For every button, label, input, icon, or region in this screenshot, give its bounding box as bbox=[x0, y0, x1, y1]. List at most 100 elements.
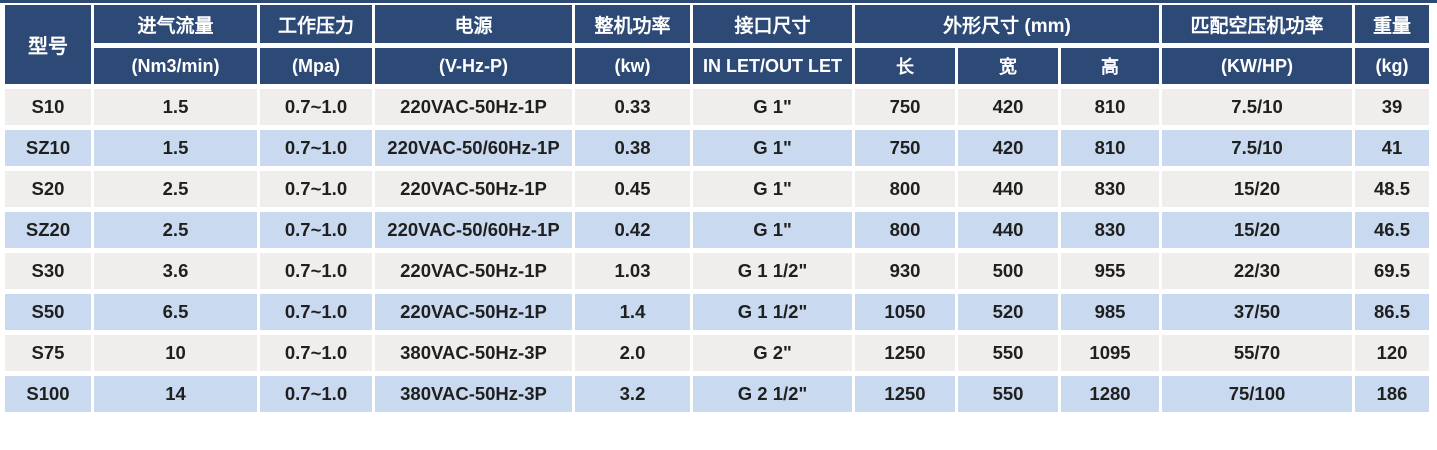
header-intake-flow-unit: (Nm3/min) bbox=[94, 48, 257, 84]
cell-working-pressure: 0.7~1.0 bbox=[260, 294, 372, 330]
cell-matching-compressor-power: 37/50 bbox=[1162, 294, 1353, 330]
cell-total-power: 0.42 bbox=[575, 212, 690, 248]
header-matching-power-unit: (KW/HP) bbox=[1162, 48, 1353, 84]
header-total-power-unit: (kw) bbox=[575, 48, 690, 84]
table-row: S20 2.5 0.7~1.0 220VAC-50Hz-1P 0.45 G 1" 800 44… bbox=[5, 171, 1430, 207]
header-row-titles: 型号 进气流量 工作压力 电源 整机功率 接口尺寸 外形尺寸 (mm) 匹配空压… bbox=[5, 5, 1430, 84]
cell-model: S20 bbox=[5, 171, 91, 207]
cell-power-supply: 220VAC-50Hz-1P bbox=[375, 294, 572, 330]
cell-height: 810 bbox=[1061, 89, 1160, 125]
cell-weight: 69.5 bbox=[1355, 253, 1430, 289]
cell-height: 1280 bbox=[1061, 376, 1160, 412]
cell-total-power: 3.2 bbox=[575, 376, 690, 412]
cell-matching-compressor-power: 15/20 bbox=[1162, 212, 1353, 248]
cell-total-power: 0.33 bbox=[575, 89, 690, 125]
header-row-units: (Nm3/min) (Mpa) (V-Hz-P) (kw) IN LET/OUT… bbox=[5, 48, 1430, 84]
cell-power-supply: 220VAC-50/60Hz-1P bbox=[375, 212, 572, 248]
cell-width: 550 bbox=[958, 376, 1058, 412]
cell-working-pressure: 0.7~1.0 bbox=[260, 171, 372, 207]
cell-matching-compressor-power: 7.5/10 bbox=[1162, 89, 1353, 125]
cell-power-supply: 220VAC-50/60Hz-1P bbox=[375, 130, 572, 166]
cell-weight: 186 bbox=[1355, 376, 1430, 412]
cell-working-pressure: 0.7~1.0 bbox=[260, 376, 372, 412]
header-intake-flow: 进气流量 bbox=[94, 5, 257, 43]
cell-height: 985 bbox=[1061, 294, 1160, 330]
cell-working-pressure: 0.7~1.0 bbox=[260, 212, 372, 248]
header-port-size: 接口尺寸 bbox=[693, 5, 852, 43]
cell-width: 440 bbox=[958, 171, 1058, 207]
header-power-supply-unit: (V-Hz-P) bbox=[375, 48, 572, 84]
cell-working-pressure: 0.7~1.0 bbox=[260, 253, 372, 289]
cell-total-power: 0.45 bbox=[575, 171, 690, 207]
cell-width: 550 bbox=[958, 335, 1058, 371]
cell-matching-compressor-power: 75/100 bbox=[1162, 376, 1353, 412]
header-dimensions: 外形尺寸 (mm) bbox=[855, 5, 1160, 43]
cell-length: 930 bbox=[855, 253, 955, 289]
cell-port-size: G 1" bbox=[693, 212, 852, 248]
cell-length: 1050 bbox=[855, 294, 955, 330]
cell-length: 800 bbox=[855, 212, 955, 248]
cell-port-size: G 1" bbox=[693, 171, 852, 207]
cell-working-pressure: 0.7~1.0 bbox=[260, 89, 372, 125]
cell-power-supply: 380VAC-50Hz-3P bbox=[375, 376, 572, 412]
cell-model: SZ20 bbox=[5, 212, 91, 248]
cell-intake-flow: 2.5 bbox=[94, 212, 257, 248]
cell-port-size: G 2 1/2" bbox=[693, 376, 852, 412]
header-power-supply: 电源 bbox=[375, 5, 572, 43]
cell-total-power: 1.4 bbox=[575, 294, 690, 330]
cell-model: S75 bbox=[5, 335, 91, 371]
cell-power-supply: 220VAC-50Hz-1P bbox=[375, 89, 572, 125]
cell-width: 500 bbox=[958, 253, 1058, 289]
cell-length: 1250 bbox=[855, 376, 955, 412]
header-port-size-unit: IN LET/OUT LET bbox=[693, 48, 852, 84]
cell-matching-compressor-power: 7.5/10 bbox=[1162, 130, 1353, 166]
table-row: S100 14 0.7~1.0 380VAC-50Hz-3P 3.2 G 2 1/2" 12… bbox=[5, 376, 1430, 412]
cell-power-supply: 220VAC-50Hz-1P bbox=[375, 171, 572, 207]
table-row: SZ10 1.5 0.7~1.0 220VAC-50/60Hz-1P 0.38 G 1" 7… bbox=[5, 130, 1430, 166]
header-dimension-height: 高 bbox=[1061, 48, 1160, 84]
cell-port-size: G 1 1/2" bbox=[693, 253, 852, 289]
cell-length: 800 bbox=[855, 171, 955, 207]
header-working-pressure-unit: (Mpa) bbox=[260, 48, 372, 84]
cell-intake-flow: 1.5 bbox=[94, 89, 257, 125]
table-row: S10 1.5 0.7~1.0 220VAC-50Hz-1P 0.33 G 1" 750 42… bbox=[5, 89, 1430, 125]
cell-model: SZ10 bbox=[5, 130, 91, 166]
cell-weight: 46.5 bbox=[1355, 212, 1430, 248]
header-model: 型号 bbox=[5, 5, 91, 84]
cell-model: S50 bbox=[5, 294, 91, 330]
cell-model: S100 bbox=[5, 376, 91, 412]
header-total-power: 整机功率 bbox=[575, 5, 690, 43]
cell-matching-compressor-power: 15/20 bbox=[1162, 171, 1353, 207]
table-row: S75 10 0.7~1.0 380VAC-50Hz-3P 2.0 G 2" 1250 550… bbox=[5, 335, 1430, 371]
cell-intake-flow: 1.5 bbox=[94, 130, 257, 166]
table-row: S50 6.5 0.7~1.0 220VAC-50Hz-1P 1.4 G 1 1/2" 10… bbox=[5, 294, 1430, 330]
cell-height: 955 bbox=[1061, 253, 1160, 289]
cell-port-size: G 2" bbox=[693, 335, 852, 371]
cell-length: 1250 bbox=[855, 335, 955, 371]
cell-intake-flow: 6.5 bbox=[94, 294, 257, 330]
cell-height: 1095 bbox=[1061, 335, 1160, 371]
cell-model: S10 bbox=[5, 89, 91, 125]
cell-port-size: G 1" bbox=[693, 130, 852, 166]
cell-working-pressure: 0.7~1.0 bbox=[260, 130, 372, 166]
cell-length: 750 bbox=[855, 89, 955, 125]
cell-height: 830 bbox=[1061, 171, 1160, 207]
cell-port-size: G 1" bbox=[693, 89, 852, 125]
cell-power-supply: 380VAC-50Hz-3P bbox=[375, 335, 572, 371]
cell-total-power: 2.0 bbox=[575, 335, 690, 371]
cell-model: S30 bbox=[5, 253, 91, 289]
cell-intake-flow: 14 bbox=[94, 376, 257, 412]
table-header: 型号 进气流量 工作压力 电源 整机功率 接口尺寸 外形尺寸 (mm) 匹配空压… bbox=[5, 5, 1430, 84]
cell-working-pressure: 0.7~1.0 bbox=[260, 335, 372, 371]
cell-weight: 41 bbox=[1355, 130, 1430, 166]
cell-height: 810 bbox=[1061, 130, 1160, 166]
header-weight: 重量 bbox=[1355, 5, 1430, 43]
table-row: SZ20 2.5 0.7~1.0 220VAC-50/60Hz-1P 0.42 G 1" 8… bbox=[5, 212, 1430, 248]
cell-width: 420 bbox=[958, 89, 1058, 125]
header-dimension-width: 宽 bbox=[958, 48, 1058, 84]
cell-weight: 86.5 bbox=[1355, 294, 1430, 330]
cell-width: 420 bbox=[958, 130, 1058, 166]
cell-matching-compressor-power: 22/30 bbox=[1162, 253, 1353, 289]
cell-width: 440 bbox=[958, 212, 1058, 248]
